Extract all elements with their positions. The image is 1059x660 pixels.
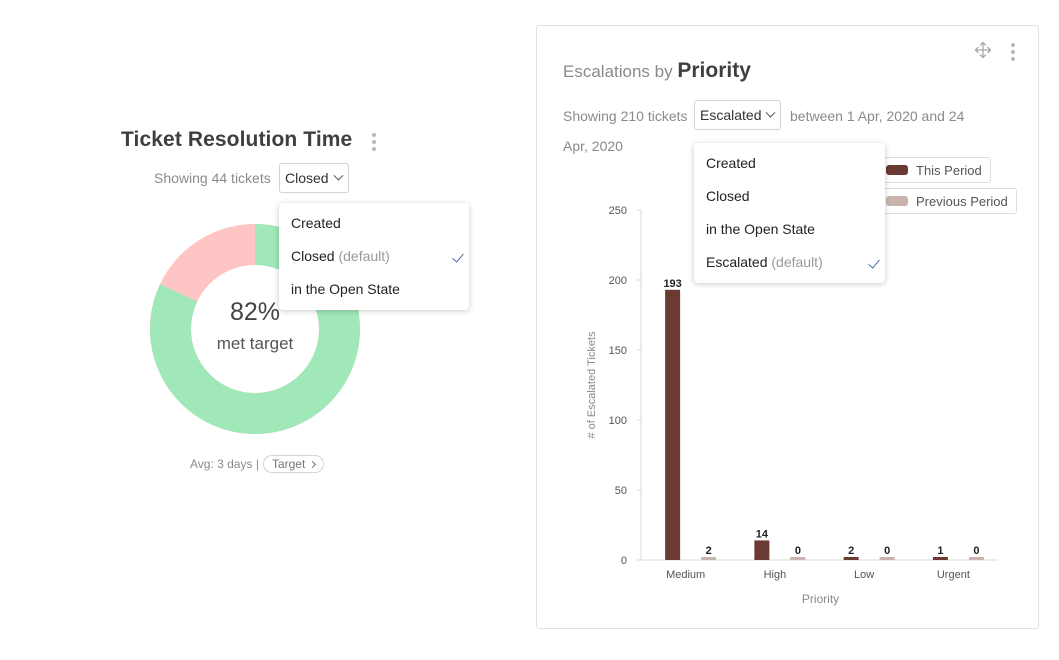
bar-previous-period-high: [790, 557, 806, 560]
more-options-icon[interactable]: [371, 133, 377, 151]
y-tick-label: 50: [615, 485, 627, 497]
avg-text: Avg: 3 days |: [190, 457, 259, 471]
legend-this-period[interactable]: This Period: [879, 157, 991, 183]
bar-value-label: 2: [848, 545, 854, 557]
x-tick-label: High: [764, 569, 787, 581]
target-label: Target: [271, 457, 306, 471]
widget-title: Ticket Resolution Time: [121, 128, 353, 151]
chevron-down-icon: [333, 170, 344, 181]
legend-label: This Period: [916, 162, 982, 178]
x-tick-label: Medium: [666, 569, 705, 581]
bar-value-label: 0: [795, 545, 801, 557]
ticket-resolution-widget: Ticket Resolution Time Showing 44 ticket…: [0, 0, 520, 660]
legend-label: Previous Period: [916, 193, 1008, 209]
bar-previous-period-low: [879, 557, 895, 560]
x-axis-label: Priority: [802, 592, 839, 606]
tickets-count-text: Showing 44 tickets: [154, 170, 271, 186]
dropdown-option-created[interactable]: Created: [279, 207, 469, 240]
donut-caption: met target: [216, 334, 294, 353]
dropdown-option-open-state[interactable]: in the Open State: [279, 273, 469, 306]
option-label: Closed: [706, 188, 750, 204]
title-prefix: Escalations by: [563, 62, 673, 81]
dropdown-option-closed[interactable]: Closed (default): [279, 240, 469, 273]
ticket-state-select[interactable]: Escalated: [694, 100, 781, 130]
card-title: Escalations by Priority: [563, 59, 751, 83]
more-options-icon[interactable]: [1010, 43, 1016, 61]
legend-swatch: [886, 165, 908, 175]
chevron-right-icon: [309, 460, 317, 468]
dropdown-option-open-state[interactable]: in the Open State: [694, 213, 885, 246]
escalations-card: Escalations by Priority Showing 210 tick…: [536, 25, 1039, 629]
bar-value-label: 0: [884, 545, 890, 557]
option-default-tag: (default): [771, 254, 823, 270]
option-label: in the Open State: [291, 281, 400, 297]
option-label: in the Open State: [706, 221, 815, 237]
bar-value-label: 1: [937, 545, 943, 557]
option-label: Created: [706, 155, 756, 171]
bar-this-period-high: [754, 540, 770, 560]
bar-value-label: 14: [756, 528, 769, 540]
ticket-state-select[interactable]: Closed: [279, 163, 349, 193]
donut-chart: [150, 224, 360, 434]
dropdown-option-created[interactable]: Created: [694, 147, 885, 180]
y-tick-label: 100: [609, 415, 627, 427]
bar-this-period-urgent: [932, 557, 948, 560]
donut-met-segment: [150, 224, 360, 434]
checkmark-icon: [868, 256, 880, 269]
bar-value-label: 193: [663, 278, 681, 290]
select-value: Escalated: [700, 107, 762, 123]
x-tick-label: Low: [854, 569, 874, 581]
legend-swatch: [886, 196, 908, 206]
y-tick-label: 200: [609, 275, 627, 287]
option-label: Closed: [291, 248, 335, 264]
y-tick-label: 250: [609, 205, 627, 217]
avg-row: Avg: 3 days | Target: [190, 455, 325, 473]
bar-value-label: 2: [706, 545, 712, 557]
bar-previous-period-medium: [701, 557, 717, 560]
select-value: Closed: [285, 170, 329, 186]
y-tick-label: 0: [621, 555, 627, 567]
tickets-count-text: Showing 210 tickets: [563, 108, 688, 124]
ticket-state-dropdown: Created Closed in the Open State Escalat…: [694, 143, 885, 283]
legend-previous-period[interactable]: Previous Period: [879, 188, 1017, 214]
bar-this-period-medium: [665, 289, 681, 560]
checkmark-icon: [452, 250, 464, 263]
move-icon[interactable]: [974, 41, 992, 59]
bar-previous-period-urgent: [968, 557, 984, 560]
donut-percent: 82%: [229, 298, 281, 326]
y-tick-label: 150: [609, 345, 627, 357]
x-tick-label: Urgent: [937, 569, 970, 581]
target-button[interactable]: Target: [262, 455, 325, 473]
dropdown-option-escalated[interactable]: Escalated (default): [694, 246, 885, 279]
date-range-text-cont: Apr, 2020: [563, 138, 623, 154]
bar-value-label: 0: [973, 545, 979, 557]
dropdown-option-closed[interactable]: Closed: [694, 180, 885, 213]
option-default-tag: (default): [338, 248, 390, 264]
y-axis-label: # of Escalated Tickets: [586, 331, 598, 438]
ticket-state-dropdown: Created Closed (default) in the Open Sta…: [279, 203, 469, 310]
option-label: Escalated: [706, 254, 768, 270]
date-range-text: between 1 Apr, 2020 and 24: [790, 108, 965, 124]
bar-this-period-low: [843, 557, 859, 560]
option-label: Created: [291, 215, 341, 231]
title-bold: Priority: [677, 59, 751, 82]
